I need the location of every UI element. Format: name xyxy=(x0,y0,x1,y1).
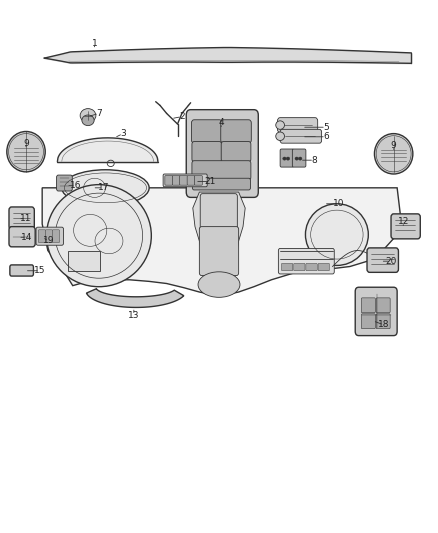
Text: 6: 6 xyxy=(323,132,329,141)
Text: 12: 12 xyxy=(398,217,409,227)
Text: 17: 17 xyxy=(98,183,109,192)
FancyBboxPatch shape xyxy=(57,175,72,191)
FancyBboxPatch shape xyxy=(279,248,334,274)
Ellipse shape xyxy=(283,157,286,160)
Ellipse shape xyxy=(305,204,368,265)
FancyBboxPatch shape xyxy=(293,263,305,271)
FancyBboxPatch shape xyxy=(376,314,390,329)
Ellipse shape xyxy=(276,121,285,130)
Ellipse shape xyxy=(82,115,94,126)
Ellipse shape xyxy=(276,132,285,141)
Polygon shape xyxy=(193,192,245,273)
FancyBboxPatch shape xyxy=(36,227,64,245)
FancyBboxPatch shape xyxy=(10,265,33,276)
FancyBboxPatch shape xyxy=(9,227,35,247)
Text: 16: 16 xyxy=(70,181,81,190)
FancyBboxPatch shape xyxy=(306,263,317,271)
Ellipse shape xyxy=(80,109,96,123)
FancyBboxPatch shape xyxy=(192,161,251,180)
FancyBboxPatch shape xyxy=(186,110,258,197)
FancyBboxPatch shape xyxy=(9,207,34,229)
Ellipse shape xyxy=(7,132,45,172)
FancyBboxPatch shape xyxy=(361,298,375,313)
FancyBboxPatch shape xyxy=(172,175,180,185)
Text: 14: 14 xyxy=(21,233,32,242)
FancyBboxPatch shape xyxy=(38,230,46,243)
Polygon shape xyxy=(42,188,400,296)
Text: 4: 4 xyxy=(219,118,224,127)
Text: 21: 21 xyxy=(205,177,216,186)
FancyBboxPatch shape xyxy=(278,118,318,133)
Ellipse shape xyxy=(295,157,298,160)
FancyBboxPatch shape xyxy=(391,214,420,239)
Ellipse shape xyxy=(298,157,302,160)
FancyBboxPatch shape xyxy=(361,314,375,329)
Ellipse shape xyxy=(62,169,149,206)
FancyBboxPatch shape xyxy=(221,120,251,143)
Text: 8: 8 xyxy=(311,156,317,165)
Ellipse shape xyxy=(46,184,151,287)
Text: 9: 9 xyxy=(23,139,29,148)
Text: 3: 3 xyxy=(120,129,126,138)
Polygon shape xyxy=(86,289,184,308)
FancyBboxPatch shape xyxy=(355,287,397,336)
FancyBboxPatch shape xyxy=(200,193,237,231)
Text: 9: 9 xyxy=(391,141,396,150)
Text: 18: 18 xyxy=(378,320,390,329)
FancyBboxPatch shape xyxy=(282,263,293,271)
Text: 19: 19 xyxy=(43,237,54,246)
Ellipse shape xyxy=(286,157,290,160)
FancyBboxPatch shape xyxy=(194,175,202,185)
FancyBboxPatch shape xyxy=(165,175,173,185)
Text: 11: 11 xyxy=(20,214,32,223)
Polygon shape xyxy=(68,251,100,271)
Text: 7: 7 xyxy=(96,109,102,118)
Text: 20: 20 xyxy=(386,257,397,265)
Text: 15: 15 xyxy=(34,266,46,275)
FancyBboxPatch shape xyxy=(191,120,222,143)
Text: 10: 10 xyxy=(333,199,345,208)
Text: 5: 5 xyxy=(323,123,329,132)
Text: 1: 1 xyxy=(92,39,97,48)
FancyBboxPatch shape xyxy=(192,178,251,190)
FancyBboxPatch shape xyxy=(280,149,293,167)
FancyBboxPatch shape xyxy=(367,248,399,272)
FancyBboxPatch shape xyxy=(45,230,53,243)
FancyBboxPatch shape xyxy=(292,149,306,167)
Text: 13: 13 xyxy=(128,311,140,320)
Text: 2: 2 xyxy=(179,112,185,121)
FancyBboxPatch shape xyxy=(163,174,207,187)
FancyBboxPatch shape xyxy=(318,263,329,271)
FancyBboxPatch shape xyxy=(221,142,251,162)
FancyBboxPatch shape xyxy=(192,142,222,162)
Ellipse shape xyxy=(374,134,413,174)
FancyBboxPatch shape xyxy=(187,175,195,185)
FancyBboxPatch shape xyxy=(376,298,390,313)
FancyBboxPatch shape xyxy=(52,230,60,243)
FancyBboxPatch shape xyxy=(180,175,187,185)
FancyBboxPatch shape xyxy=(199,227,239,276)
Ellipse shape xyxy=(198,272,240,297)
FancyBboxPatch shape xyxy=(280,130,321,143)
